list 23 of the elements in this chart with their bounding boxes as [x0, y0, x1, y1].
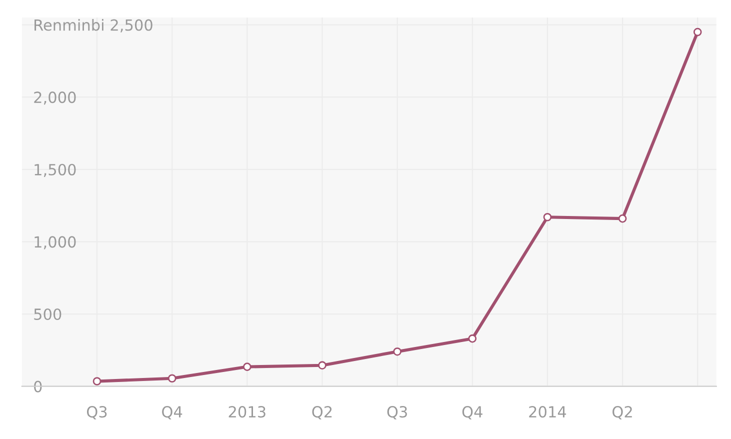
y-tick-label: 500 [34, 308, 62, 320]
x-tick-label: Q2 [312, 406, 332, 420]
point [242, 362, 252, 371]
x-tick-label: 2014 [529, 406, 566, 418]
x-tick-label: 2013 [228, 406, 266, 418]
y-tick-label: 1,000 [34, 236, 76, 250]
x-tick-label: Q3 [387, 406, 407, 420]
x-tick-label: Q4 [162, 406, 182, 420]
point [693, 28, 702, 36]
point [92, 377, 102, 386]
y-tick-label: 1,500 [34, 164, 76, 177]
y-tick-label: Renminbi 2,500 [34, 18, 152, 32]
y-tick-label: 0 [34, 380, 42, 392]
point [393, 347, 402, 356]
point [468, 334, 477, 343]
x-tick-label: Q2 [612, 406, 632, 420]
point [618, 214, 627, 223]
x-tick-label: Q4 [462, 406, 482, 420]
point [318, 361, 326, 370]
point [168, 374, 176, 383]
point [543, 212, 552, 222]
x-tick-label: Q3 [86, 406, 107, 420]
y-tick-label: 2,000 [34, 92, 76, 105]
